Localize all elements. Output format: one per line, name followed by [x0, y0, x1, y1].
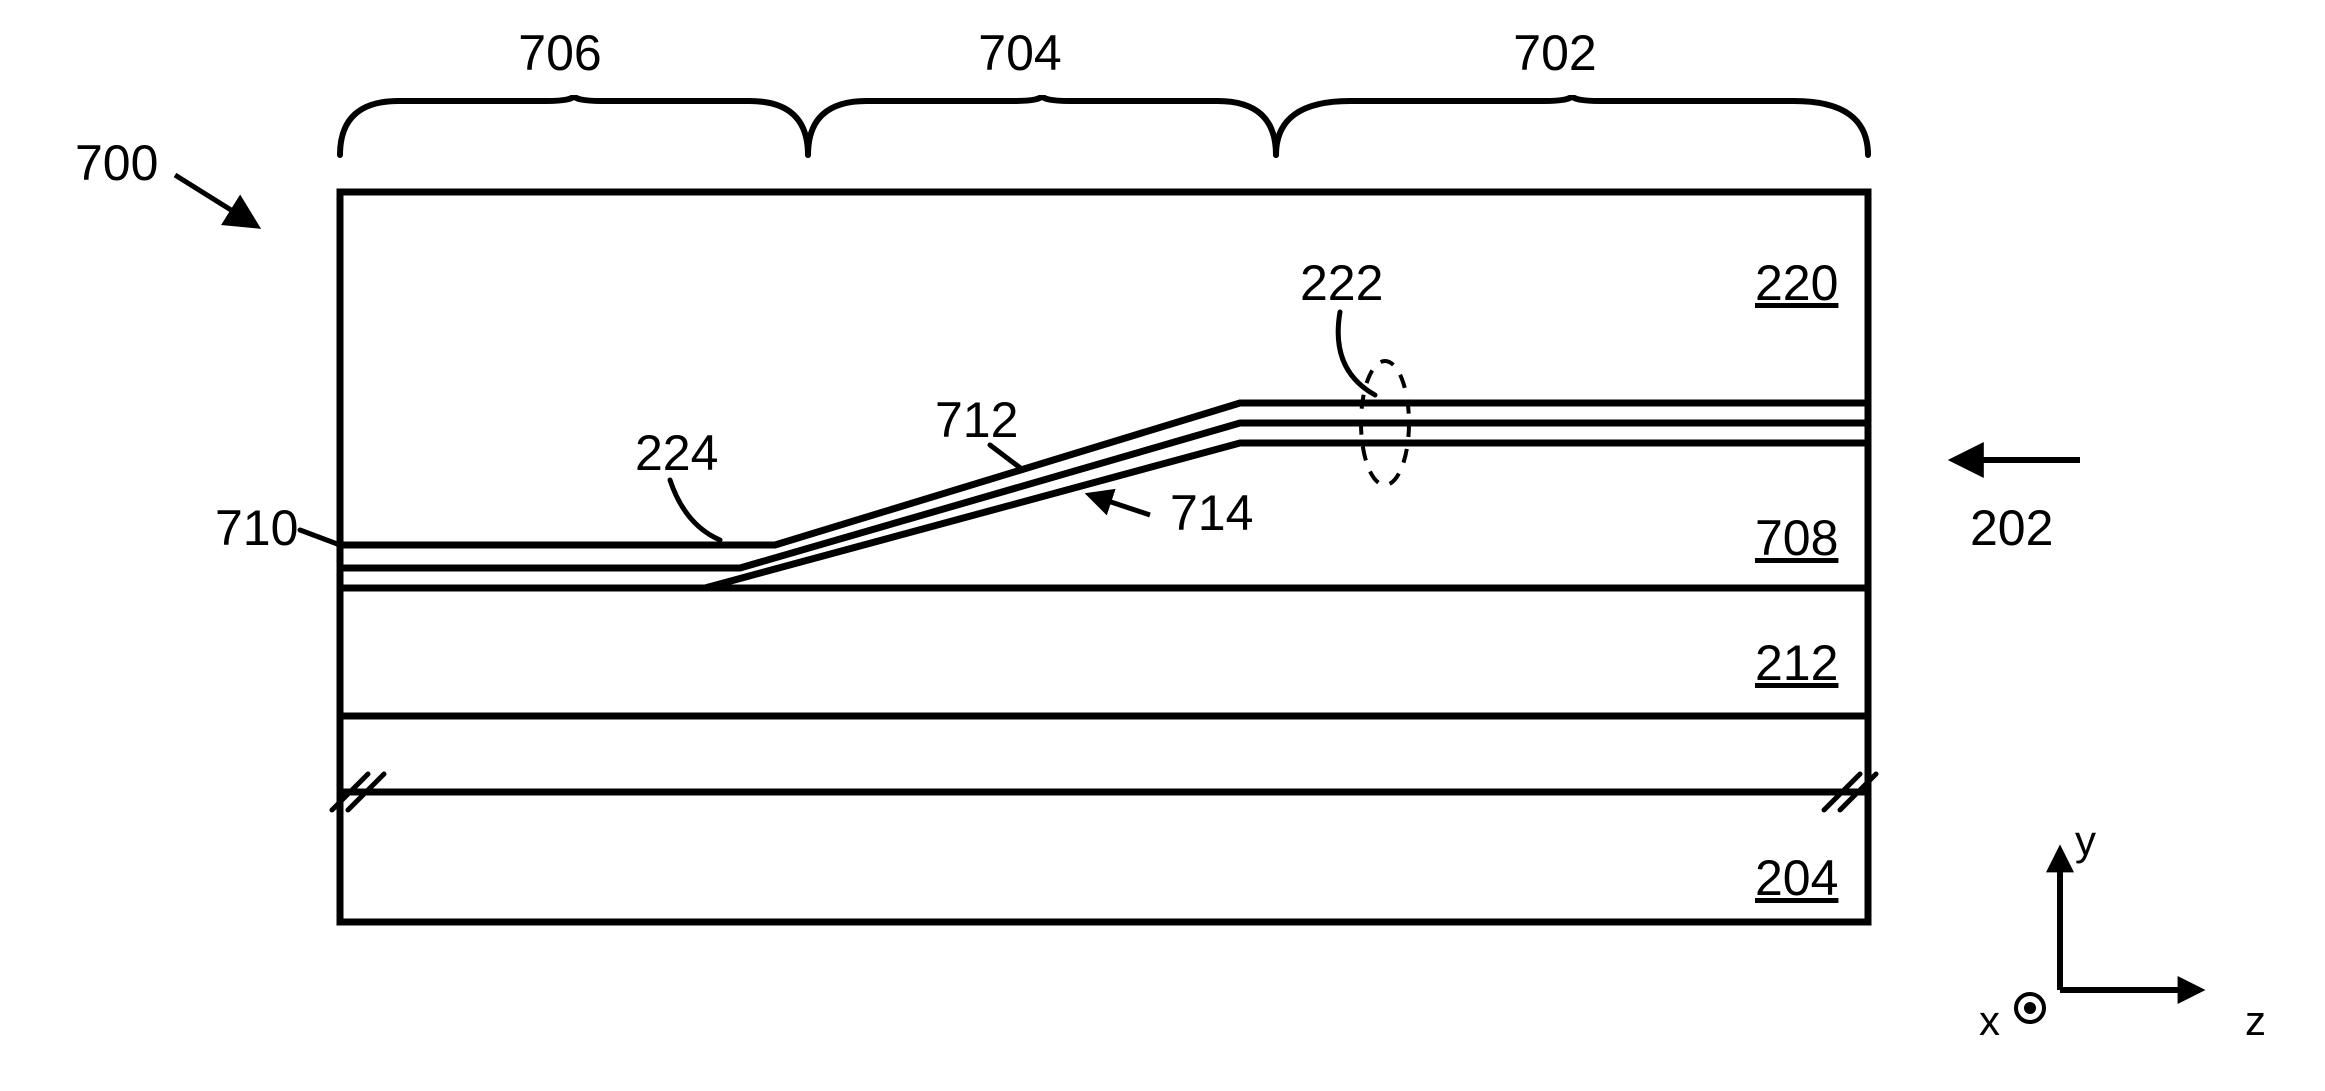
- axis-label-y: y: [2075, 817, 2096, 864]
- label-220: 220: [1755, 255, 1838, 311]
- axis-label-z: z: [2245, 997, 2266, 1044]
- label-708: 708: [1755, 510, 1838, 566]
- label-712: 712: [935, 392, 1018, 448]
- device-outline: [340, 192, 1868, 922]
- coordinate-axes: [2016, 850, 2200, 1022]
- label-704: 704: [978, 25, 1061, 81]
- brace-702: [1276, 95, 1868, 155]
- leader-222: [1338, 312, 1375, 395]
- brace-704: [808, 95, 1276, 155]
- label-204: 204: [1755, 850, 1838, 906]
- label-710: 710: [215, 500, 298, 556]
- label-702: 702: [1513, 25, 1596, 81]
- label-222: 222: [1300, 255, 1383, 311]
- leader-714: [1090, 495, 1150, 515]
- leader-710: [300, 530, 340, 545]
- label-700: 700: [75, 135, 158, 191]
- label-706: 706: [518, 25, 601, 81]
- label-224: 224: [635, 425, 718, 481]
- axis-label-x: x: [1979, 997, 2000, 1044]
- label-714: 714: [1170, 485, 1253, 541]
- leader-224: [670, 480, 720, 540]
- label-202: 202: [1970, 500, 2053, 556]
- leader-712: [990, 445, 1023, 470]
- leader-700: [175, 175, 255, 225]
- label-212: 212: [1755, 635, 1838, 691]
- brace-706: [340, 95, 808, 155]
